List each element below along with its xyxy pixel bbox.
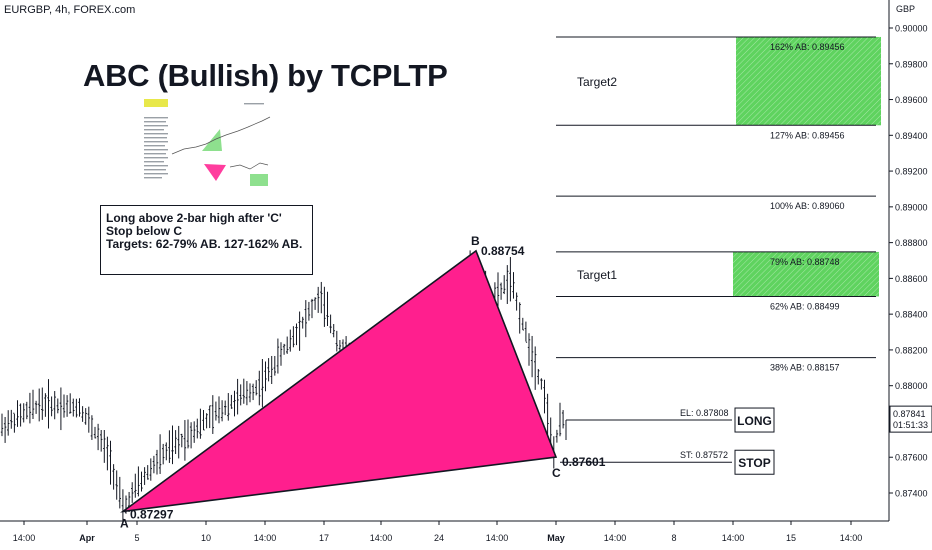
fib-level-label: 79% AB: 0.88748 bbox=[770, 257, 840, 267]
symbol-title: EURGBP, 4h, FOREX.com bbox=[4, 4, 136, 16]
time-tick-label: 15 bbox=[786, 533, 796, 543]
time-tick-label: 14:00 bbox=[604, 533, 627, 543]
time-tick-label: 8 bbox=[671, 533, 676, 543]
price-tick-label: 0.89800 bbox=[895, 59, 928, 69]
point-b-price: 0.88754 bbox=[481, 244, 525, 258]
example-thumbnail bbox=[144, 99, 272, 191]
price-tick-label: 0.89200 bbox=[895, 167, 928, 177]
long-tag-text: LONG bbox=[737, 414, 772, 428]
rule-targets: Targets: 62-79% AB. 127-162% AB. bbox=[106, 237, 303, 251]
price-tick-label: 0.90000 bbox=[895, 24, 928, 34]
price-tick-label: 0.87600 bbox=[895, 453, 928, 463]
entry-label: EL: 0.87808 bbox=[680, 408, 729, 418]
stop-tag-text: STOP bbox=[738, 456, 770, 470]
time-tick-label: 24 bbox=[434, 533, 444, 543]
fib-level-label: 62% AB: 0.88499 bbox=[770, 301, 840, 311]
time-tick-label: 17 bbox=[319, 533, 329, 543]
point-c-label: C bbox=[552, 466, 561, 480]
point-a-price: 0.87297 bbox=[130, 507, 174, 521]
current-price-box bbox=[889, 405, 932, 433]
countdown-label: 01:51:33 bbox=[893, 420, 928, 430]
trading-rules-box: Long above 2-bar high after 'C' Stop bel… bbox=[100, 205, 313, 275]
price-tick-label: 0.88200 bbox=[895, 345, 928, 355]
abc-pattern-triangle bbox=[120, 249, 558, 513]
price-tick-label: 0.88400 bbox=[895, 310, 928, 320]
point-a-label: A bbox=[120, 516, 129, 530]
time-tick-label: 10 bbox=[201, 533, 211, 543]
price-tick-label: 0.89400 bbox=[895, 131, 928, 141]
target2-label: Target2 bbox=[577, 75, 617, 89]
point-b-label: B bbox=[471, 234, 480, 248]
time-tick-label: May bbox=[547, 533, 565, 543]
stop-label: ST: 0.87572 bbox=[680, 450, 728, 460]
time-tick-label: 14:00 bbox=[370, 533, 393, 543]
fib-level-label: 162% AB: 0.89456 bbox=[770, 42, 845, 52]
target1-zone bbox=[733, 251, 879, 297]
price-tick-label: 0.88000 bbox=[895, 381, 928, 391]
time-tick-label: 14:00 bbox=[840, 533, 863, 543]
current-price-label: 0.87841 bbox=[893, 409, 926, 419]
fib-level-label: 127% AB: 0.89456 bbox=[770, 130, 845, 140]
stop-tag-box bbox=[734, 449, 775, 475]
price-tick-label: 0.88600 bbox=[895, 274, 928, 284]
page-title: ABC (Bullish) by TCPLTP bbox=[83, 58, 448, 93]
time-tick-label: Apr bbox=[79, 533, 95, 543]
time-tick-label: 14:00 bbox=[486, 533, 509, 543]
price-tick-label: 0.89000 bbox=[895, 202, 928, 212]
price-tick-label: 0.87400 bbox=[895, 489, 928, 499]
time-tick-label: 14:00 bbox=[254, 533, 277, 543]
rule-entry: Long above 2-bar high after 'C' bbox=[106, 211, 282, 225]
currency-label: GBP bbox=[896, 4, 915, 14]
price-tick-label: 0.89600 bbox=[895, 95, 928, 105]
time-tick-label: 14:00 bbox=[722, 533, 745, 543]
long-tag-box bbox=[734, 407, 775, 433]
target1-label: Target1 bbox=[577, 268, 617, 282]
fib-level-label: 38% AB: 0.88157 bbox=[770, 363, 840, 373]
fib-level-label: 100% AB: 0.89060 bbox=[770, 201, 845, 211]
time-tick-label: 14:00 bbox=[13, 533, 36, 543]
target2-zone bbox=[736, 36, 881, 126]
price-tick-label: 0.88800 bbox=[895, 238, 928, 248]
time-tick-label: 5 bbox=[134, 533, 139, 543]
rule-stop: Stop below C bbox=[106, 224, 182, 238]
